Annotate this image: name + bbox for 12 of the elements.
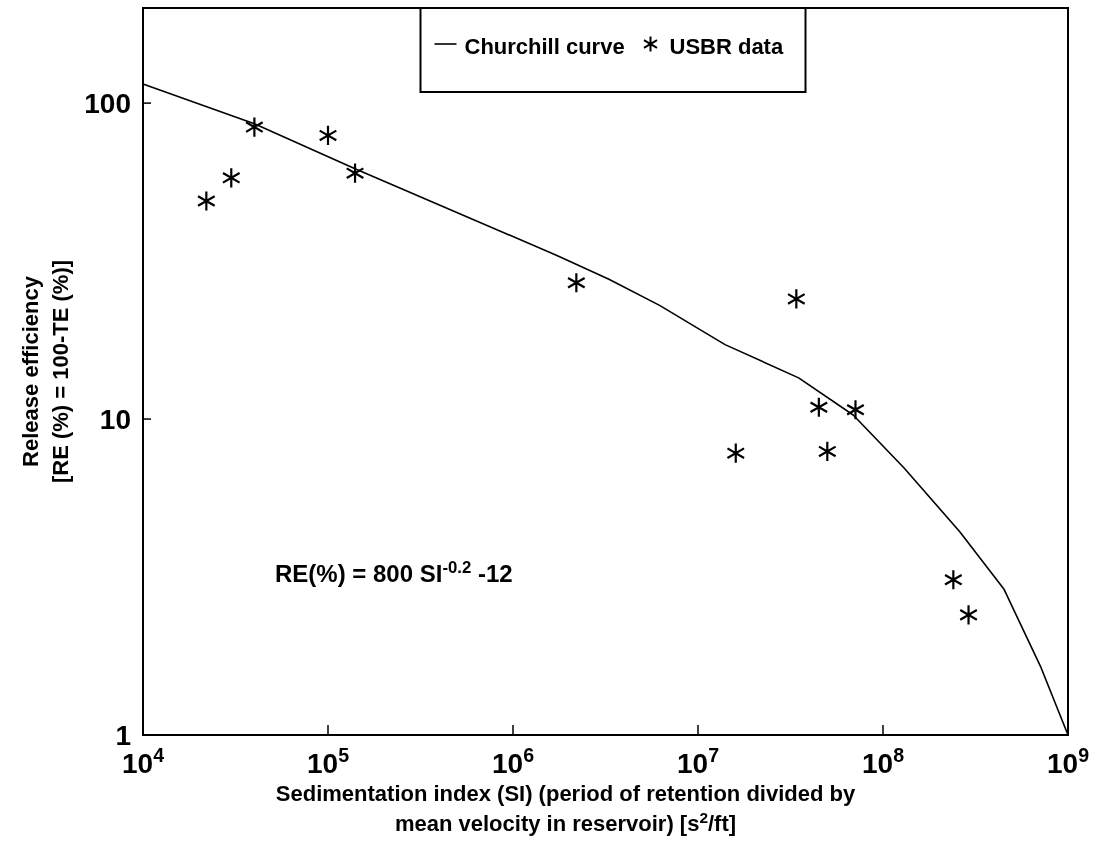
legend-label: USBR data bbox=[669, 34, 784, 59]
x-tick-label: 10$^{6}$ bbox=[491, 744, 535, 779]
y-tick-label: 10 bbox=[99, 403, 131, 435]
y-tick-label: 100 bbox=[84, 87, 131, 119]
legend-label: Churchill curve bbox=[464, 34, 625, 59]
x-tick-label: 10$^{9}$ bbox=[1046, 744, 1090, 779]
x-tick-label: 10$^{7}$ bbox=[676, 744, 720, 779]
x-tick-label: 10$^{8}$ bbox=[861, 744, 905, 779]
y-axis-title: Release efficiency [RE (%) = 100-TE (%)] bbox=[18, 259, 73, 484]
x-axis-title: Sedimentation index (SI) (period of retention divided by mean velocity in reservoir) [s$^{2}$/ft] bbox=[275, 781, 856, 836]
annotation: RE(%) = 800 SI$^{-0.2}$ -12 bbox=[275, 557, 513, 587]
x-tick-label: 10$^{5}$ bbox=[306, 744, 350, 779]
